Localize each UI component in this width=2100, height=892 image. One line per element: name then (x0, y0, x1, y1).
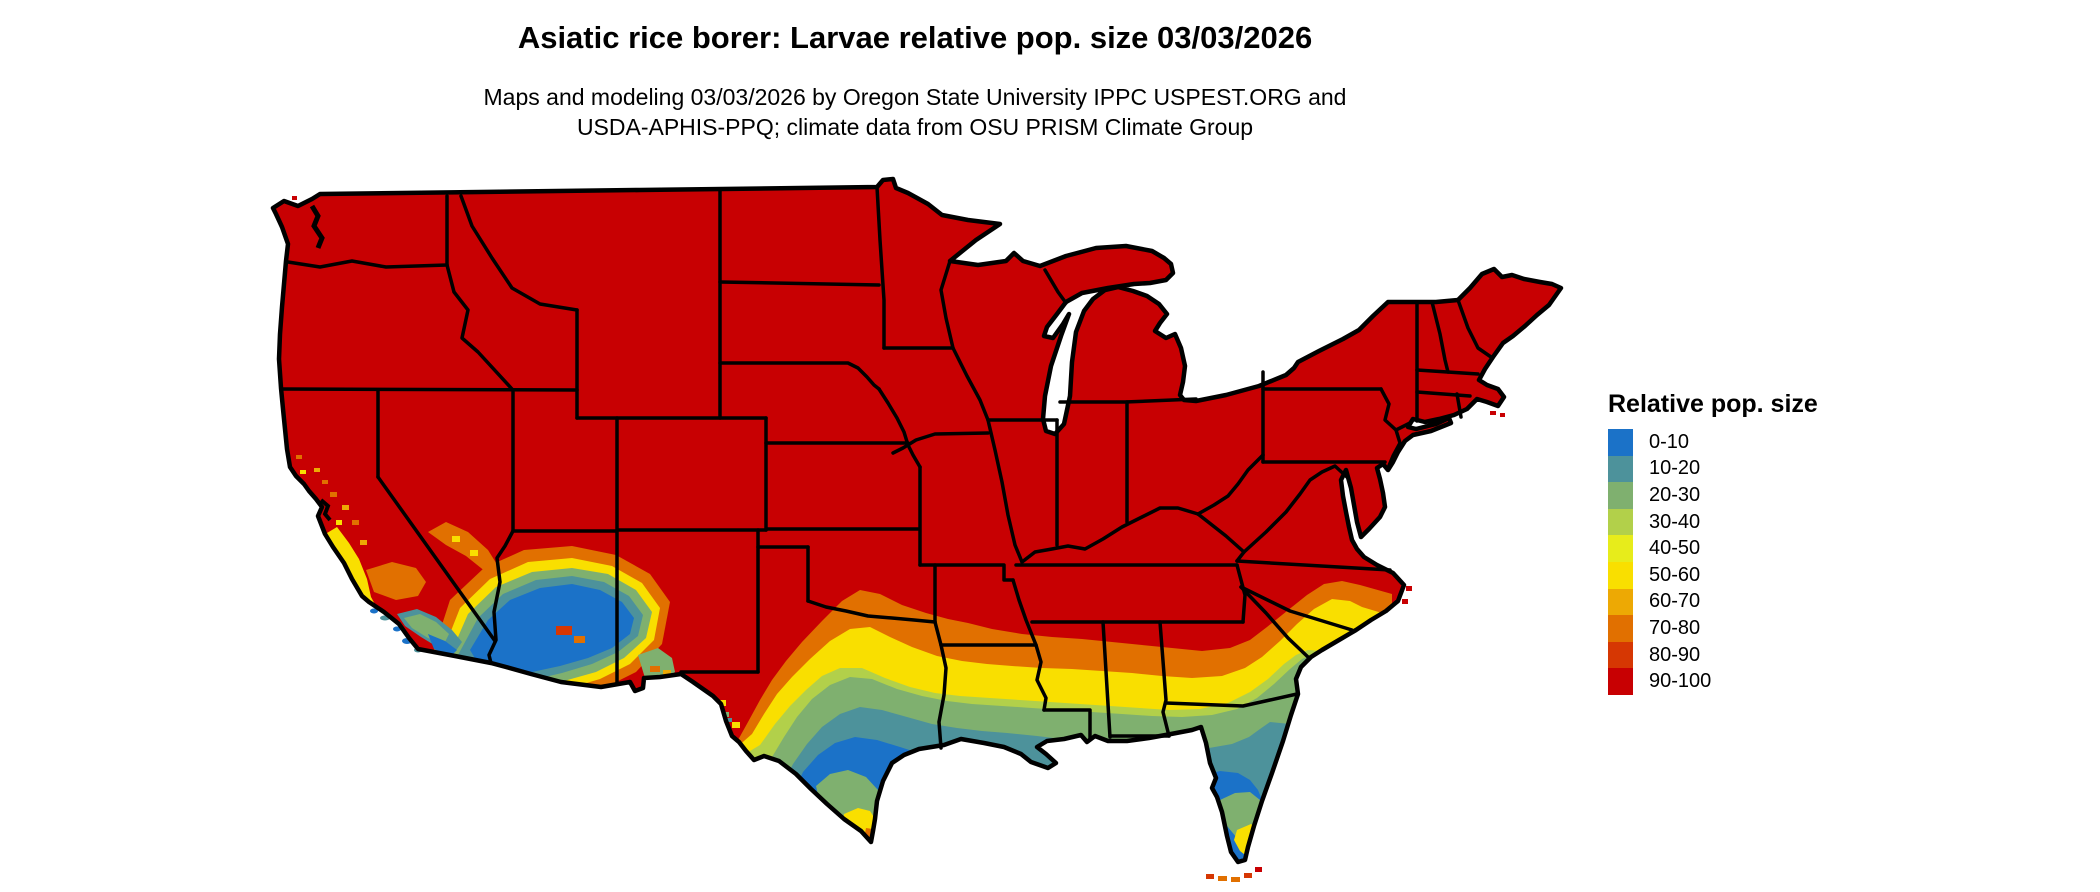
page-subtitle: Maps and modeling 03/03/2026 by Oregon S… (0, 82, 1830, 142)
page-title: Asiatic rice borer: Larvae relative pop.… (517, 20, 1313, 55)
legend-label: 60-70 (1649, 590, 1701, 613)
legend-label: 50-60 (1649, 563, 1701, 586)
legend-swatch-40-50 (1608, 535, 1633, 562)
subtitle-line-1: Maps and modeling 03/03/2026 by Oregon S… (483, 84, 1347, 110)
legend-label: 40-50 (1649, 537, 1701, 560)
legend-item: 70-80 (1608, 615, 1818, 642)
legend-item: 60-70 (1608, 588, 1818, 616)
legend-item: 0-10 (1608, 429, 1818, 456)
legend-item: 80-90 (1608, 641, 1818, 669)
legend-item: 50-60 (1608, 561, 1818, 589)
legend-label: 20-30 (1649, 483, 1701, 506)
legend-label: 70-80 (1649, 616, 1701, 639)
state-borders (279, 185, 1493, 750)
legend-item: 10-20 (1608, 455, 1818, 483)
legend-swatch-0-10 (1608, 429, 1633, 456)
legend-swatch-10-20 (1608, 455, 1633, 483)
legend-label: 30-40 (1649, 510, 1701, 533)
coastal-water-details (309, 204, 332, 522)
legend-item: 90-100 (1608, 668, 1818, 695)
legend-swatch-20-30 (1608, 482, 1633, 509)
legend-item: 30-40 (1608, 508, 1818, 536)
us-outline (270, 176, 1564, 865)
legend-label: 80-90 (1649, 643, 1701, 666)
legend-label: 90-100 (1649, 670, 1712, 693)
legend: Relative pop. size 0-10 10-20 20-30 30-4… (1608, 390, 1818, 695)
legend-label: 0-10 (1649, 430, 1690, 453)
legend-item: 40-50 (1608, 535, 1818, 562)
legend-swatch-80-90 (1608, 641, 1633, 669)
legend-swatch-90-100 (1608, 668, 1633, 695)
legend-swatch-70-80 (1608, 615, 1633, 642)
legend-title: Relative pop. size (1608, 390, 1818, 418)
legend-swatch-30-40 (1608, 508, 1633, 536)
legend-label: 10-20 (1649, 457, 1701, 480)
subtitle-line-2: USDA-APHIS-PPQ; climate data from OSU PR… (576, 114, 1254, 140)
legend-swatch-50-60 (1608, 561, 1633, 589)
san-francisco-bay-inlet (319, 498, 332, 522)
legend-item: 20-30 (1608, 482, 1818, 509)
offshore-islands (292, 196, 1505, 882)
puget-sound-inlet (309, 204, 325, 249)
legend-swatch-60-70 (1608, 588, 1633, 616)
